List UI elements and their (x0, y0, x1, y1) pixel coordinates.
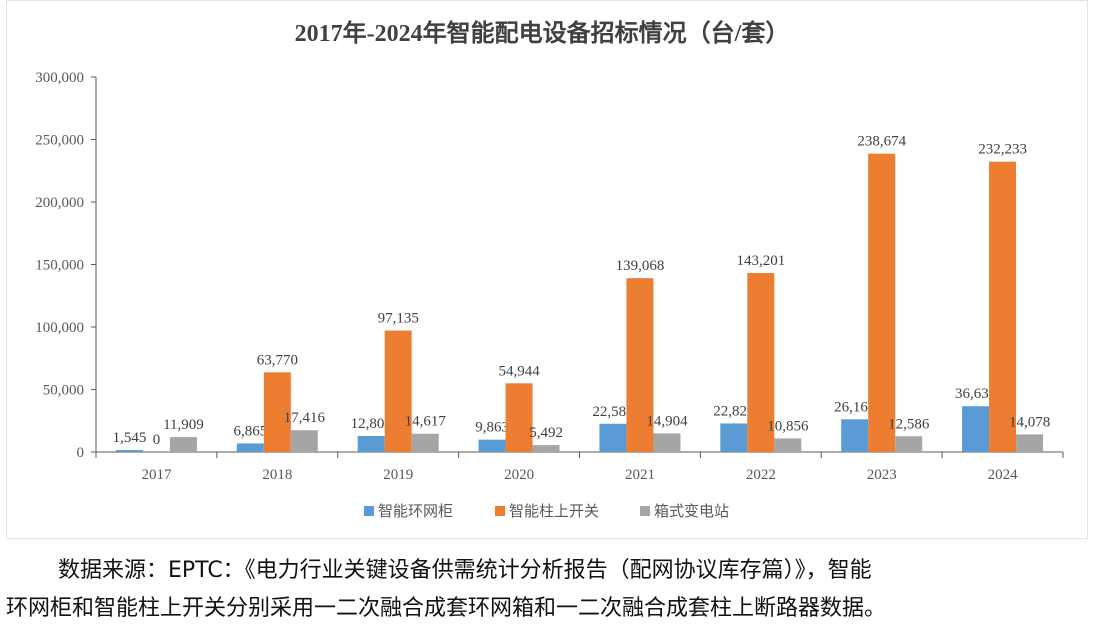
x-tick-label: 2022 (746, 467, 776, 483)
bar-1 (720, 423, 748, 452)
data-label: 22,584 (592, 404, 634, 420)
data-label: 12,804 (351, 416, 393, 432)
data-label: 143,201 (736, 253, 785, 269)
data-label: 14,617 (405, 414, 447, 430)
bar-1 (962, 406, 990, 452)
data-label: 26,161 (834, 399, 875, 415)
x-tick-label: 2019 (383, 467, 413, 483)
bar-3 (290, 430, 318, 452)
data-label: 14,904 (646, 413, 688, 429)
bar-1 (599, 423, 627, 452)
y-tick-label: 150,000 (35, 258, 84, 274)
data-label: 11,909 (163, 417, 204, 433)
legend-swatch (364, 506, 374, 516)
data-label: 5,492 (529, 425, 563, 441)
legend-label: 箱式变电站 (654, 503, 729, 520)
x-tick-label: 2020 (504, 467, 534, 483)
legend-label: 智能环网柜 (378, 502, 453, 520)
bar-2 (505, 383, 533, 452)
x-tick-label: 2024 (988, 467, 1019, 483)
y-tick-label: 0 (77, 445, 85, 461)
bar-3 (1016, 434, 1044, 452)
data-label: 12,586 (888, 416, 930, 432)
legend-swatch (640, 506, 650, 516)
x-tick-label: 2023 (867, 467, 897, 483)
bar-1 (478, 439, 506, 452)
data-label: 6,865 (233, 423, 267, 439)
bar-1 (357, 435, 385, 452)
data-label: 9,863 (475, 420, 509, 436)
data-label: 238,674 (857, 134, 906, 150)
data-label: 139,068 (616, 258, 665, 274)
bar-chart: 2017年-2024年智能配电设备招标情况（台/套） 0 50,000 100,00… (35, 19, 1064, 520)
y-tick-label: 100,000 (35, 320, 84, 336)
bar-3 (532, 445, 560, 452)
bar-1 (115, 450, 143, 452)
data-label: 63,770 (257, 352, 298, 368)
data-label: 1,545 (113, 430, 147, 446)
bar-2 (263, 372, 291, 452)
data-label: 14,078 (1009, 414, 1050, 430)
x-tick-label: 2021 (625, 467, 655, 483)
bar-2 (989, 161, 1017, 453)
data-label: 97,135 (378, 311, 419, 327)
data-label: 17,416 (284, 410, 326, 426)
chart-title: 2017年-2024年智能配电设备招标情况（台/套） (295, 19, 790, 47)
y-tick-label: 250,000 (35, 133, 84, 149)
bar-1 (841, 419, 869, 452)
data-label: 0 (153, 432, 161, 448)
data-label: 54,944 (498, 363, 540, 379)
data-label: 22,829 (713, 403, 754, 419)
chart-container: 2017年-2024年智能配电设备招标情况（台/套） 0 50,000 100,00… (6, 0, 1088, 539)
data-label: 232,233 (978, 142, 1027, 158)
source-note-line2: 环网柜和智能柱上开关分别采用一二次融合成套环网箱和一二次融合成套柱上断路器数据。 (6, 596, 887, 621)
legend-label: 智能柱上开关 (509, 502, 599, 520)
legend-swatch (495, 506, 505, 516)
y-tick-label: 50,000 (43, 383, 84, 399)
x-tick-label: 2018 (262, 467, 292, 483)
bar-3 (411, 433, 439, 452)
data-label: 10,856 (767, 418, 809, 434)
bar-2 (626, 278, 654, 452)
bar-3 (774, 438, 802, 452)
data-label: 36,631 (955, 386, 996, 402)
x-tick-label: 2017 (141, 467, 172, 483)
bar-2 (384, 330, 412, 452)
y-tick-label: 200,000 (35, 195, 84, 211)
bar-1 (236, 443, 264, 452)
y-tick-label: 300,000 (35, 70, 84, 86)
bar-3 (895, 436, 923, 452)
bar-3 (653, 433, 681, 452)
bar-2 (868, 153, 896, 452)
bar-3 (169, 437, 197, 452)
bar-2 (747, 272, 775, 452)
source-note-line1: 数据来源：EPTC：《电力行业关键设备供需统计分析报告（配网协议库存篇）》，智能 (58, 558, 872, 583)
